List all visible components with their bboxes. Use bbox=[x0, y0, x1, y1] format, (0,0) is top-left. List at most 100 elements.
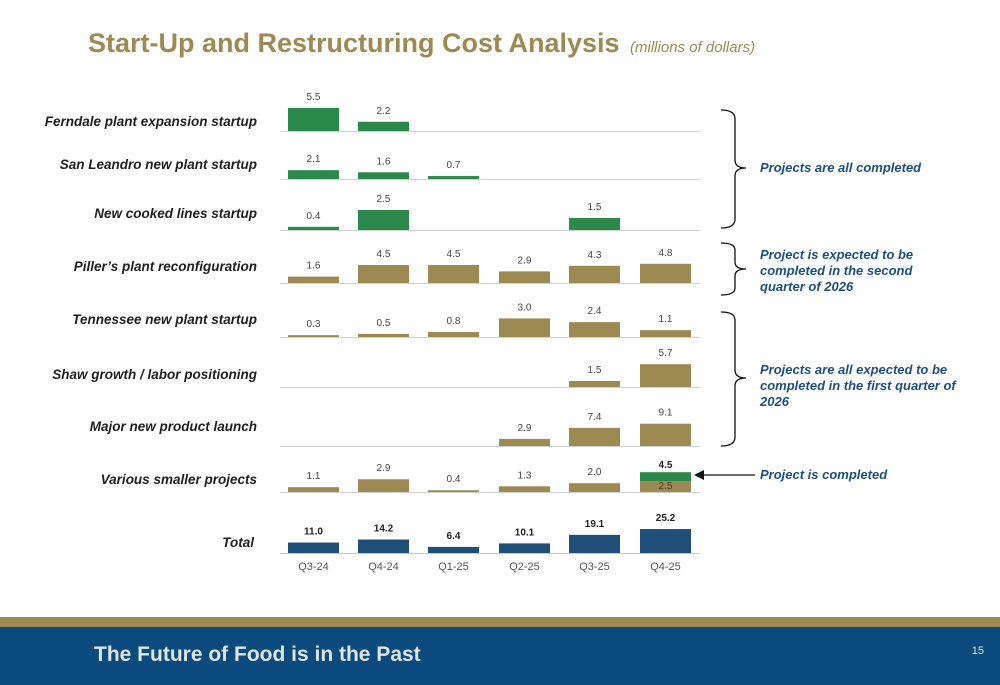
cost-chart: 5.5 2.2 2.1 1.6 0.7 0.4 2.5 1.5 1.6 4.5 4.5 2.9 4.3 4… bbox=[280, 92, 755, 573]
bar-row2-Q3-25 bbox=[569, 218, 620, 230]
x-tick-Q2-25: Q2-25 bbox=[509, 561, 540, 573]
row-label-tennessee: Tennessee new plant startup bbox=[72, 312, 257, 327]
bar-row3-Q4-24 bbox=[358, 265, 409, 283]
chart-bars: 5.5 2.2 2.1 1.6 0.7 0.4 2.5 1.5 1.6 4.5 4.5 2.9 4.3 4… bbox=[280, 92, 700, 573]
total-bar-Q4-24 bbox=[358, 539, 409, 553]
slide-title: Start-Up and Restructuring Cost Analysis… bbox=[88, 28, 755, 59]
total-label-Q4-25: 25.2 bbox=[656, 513, 676, 524]
bar-label-row2-Q4-24: 2.5 bbox=[377, 194, 391, 205]
bar-label-row7-Q3-25: 2.0 bbox=[588, 467, 602, 478]
bar-row7-Q3-25 bbox=[569, 483, 620, 492]
row-label-pillers: Piller’s plant reconfiguration bbox=[73, 259, 257, 274]
bar-label-row3-Q1-25: 4.5 bbox=[447, 249, 461, 260]
page-number: 15 bbox=[971, 645, 984, 657]
bar-row1-Q4-24 bbox=[358, 172, 409, 179]
bar-label-row4-Q1-25: 0.8 bbox=[447, 316, 461, 327]
bar-row7-Q3-24 bbox=[288, 487, 339, 492]
bar-row4-Q3-25 bbox=[569, 322, 620, 337]
bar-label-row1-Q4-24: 1.6 bbox=[377, 156, 391, 167]
total-label-Q3-25: 19.1 bbox=[585, 519, 605, 530]
row-label-smaller-projects: Various smaller projects bbox=[100, 472, 257, 487]
bar-label-row7-Q1-25: 0.4 bbox=[447, 474, 461, 485]
bar-label-row6-Q2-25: 2.9 bbox=[518, 423, 532, 434]
completed-arrow bbox=[694, 470, 755, 480]
row-label-shaw: Shaw growth / labor positioning bbox=[52, 367, 257, 382]
bar-label-row3-Q3-24: 1.6 bbox=[307, 261, 321, 272]
note-second-quarter: Project is expected to be completed in t… bbox=[760, 247, 914, 294]
bracket-completed bbox=[720, 109, 747, 229]
bar-label-row7-Q4-25: 2.5 bbox=[659, 481, 673, 492]
total-label-Q3-24: 11.0 bbox=[304, 527, 323, 538]
bar-row3-Q2-25 bbox=[499, 271, 550, 283]
bar-label-row7-Q4-24: 2.9 bbox=[377, 463, 391, 474]
bar-row0-Q4-24 bbox=[358, 121, 409, 131]
unit-subtitle: (millions of dollars) bbox=[630, 39, 756, 56]
footer-bar: The Future of Food is in the Past 15 bbox=[0, 627, 1000, 685]
bar-label-row2-Q3-25: 1.5 bbox=[588, 202, 602, 213]
bar-label-row0-Q4-24: 2.2 bbox=[377, 106, 391, 117]
bracket-first-quarter bbox=[720, 311, 747, 447]
bar-row7-Q1-25 bbox=[428, 490, 479, 492]
bar-row1-Q3-24 bbox=[288, 170, 339, 179]
total-label-Q4-24: 14.2 bbox=[374, 524, 394, 535]
page-title: Start-Up and Restructuring Cost Analysis bbox=[88, 28, 620, 58]
bar-row4-Q2-25 bbox=[499, 318, 550, 337]
x-tick-Q4-24: Q4-24 bbox=[368, 561, 399, 573]
bar-label-row0-Q3-24: 5.5 bbox=[307, 92, 321, 103]
bar-label-row4-Q4-24: 0.5 bbox=[377, 318, 391, 329]
bar-label-row2-Q3-24: 0.4 bbox=[307, 211, 321, 222]
bar-row3-Q1-25 bbox=[428, 265, 479, 283]
bar-row6-Q2-25 bbox=[499, 438, 550, 446]
bar-row2-Q3-24 bbox=[288, 226, 339, 230]
note-completed: Projects are all completed bbox=[760, 160, 922, 175]
note-first-quarter: Projects are all expected to be complete… bbox=[760, 362, 956, 409]
row-label-ferndale: Ferndale plant expansion startup bbox=[44, 114, 257, 129]
bar-row4-Q1-25 bbox=[428, 332, 479, 337]
bar-row5-Q4-25 bbox=[640, 364, 691, 387]
bar-row3-Q3-24 bbox=[288, 276, 339, 283]
bar-row4-Q3-24 bbox=[288, 335, 339, 337]
total-bar-Q1-25 bbox=[428, 546, 479, 553]
total-bar-Q4-25 bbox=[640, 529, 691, 553]
row-label-total: Total bbox=[222, 535, 254, 550]
bar-label-row6-Q4-25: 9.1 bbox=[659, 408, 673, 419]
bar-total-label-row7: 4.5 bbox=[659, 460, 673, 471]
bar-row0-Q3-24 bbox=[288, 107, 339, 131]
x-tick-Q3-25: Q3-25 bbox=[579, 561, 610, 573]
bar-label-row4-Q3-25: 2.4 bbox=[588, 306, 602, 317]
bar-row3-Q4-25 bbox=[640, 263, 691, 283]
bar-row4-Q4-24 bbox=[358, 333, 409, 337]
note-project-completed: Project is completed bbox=[760, 467, 888, 482]
bar-row7-Q2-25 bbox=[499, 486, 550, 492]
bar-row7-Q4-25 bbox=[640, 481, 691, 492]
bar-label-row7-Q3-24: 1.1 bbox=[307, 471, 321, 482]
row-label-product-launch: Major new product launch bbox=[89, 419, 257, 434]
bar-label-row4-Q4-25: 1.1 bbox=[659, 314, 673, 325]
bar-label-row3-Q2-25: 2.9 bbox=[518, 255, 532, 266]
total-label-Q1-25: 6.4 bbox=[447, 531, 461, 542]
total-bar-Q2-25 bbox=[499, 543, 550, 553]
row-label-cooked-lines: New cooked lines startup bbox=[94, 206, 257, 221]
bar-label-row4-Q3-24: 0.3 bbox=[307, 319, 321, 330]
bar-label-row7-Q2-25: 1.3 bbox=[518, 470, 532, 481]
bar-row6-Q4-25 bbox=[640, 423, 691, 446]
total-bar-Q3-24 bbox=[288, 542, 339, 553]
bar-row5-Q3-25 bbox=[569, 381, 620, 387]
bar-label-row3-Q4-24: 4.5 bbox=[377, 249, 391, 260]
x-tick-Q1-25: Q1-25 bbox=[438, 561, 469, 573]
bar-label-row1-Q1-25: 0.7 bbox=[447, 160, 461, 171]
bar-label-row1-Q3-24: 2.1 bbox=[307, 154, 321, 165]
row-label-san-leandro: San Leandro new plant startup bbox=[59, 157, 257, 172]
footer-gold-band bbox=[0, 617, 1000, 627]
x-tick-Q4-25: Q4-25 bbox=[650, 561, 681, 573]
total-label-Q2-25: 10.1 bbox=[515, 527, 535, 538]
bar-row7-stack-Q4-25 bbox=[640, 472, 691, 481]
footer-tagline: The Future of Food is in the Past bbox=[94, 643, 421, 666]
bar-label-row3-Q3-25: 4.3 bbox=[588, 250, 602, 261]
bar-label-row5-Q3-25: 1.5 bbox=[588, 365, 602, 376]
bar-label-row5-Q4-25: 5.7 bbox=[659, 348, 673, 359]
bar-row3-Q3-25 bbox=[569, 265, 620, 283]
x-tick-Q3-24: Q3-24 bbox=[298, 561, 329, 573]
bar-row2-Q4-24 bbox=[358, 210, 409, 230]
bar-row1-Q1-25 bbox=[428, 176, 479, 179]
